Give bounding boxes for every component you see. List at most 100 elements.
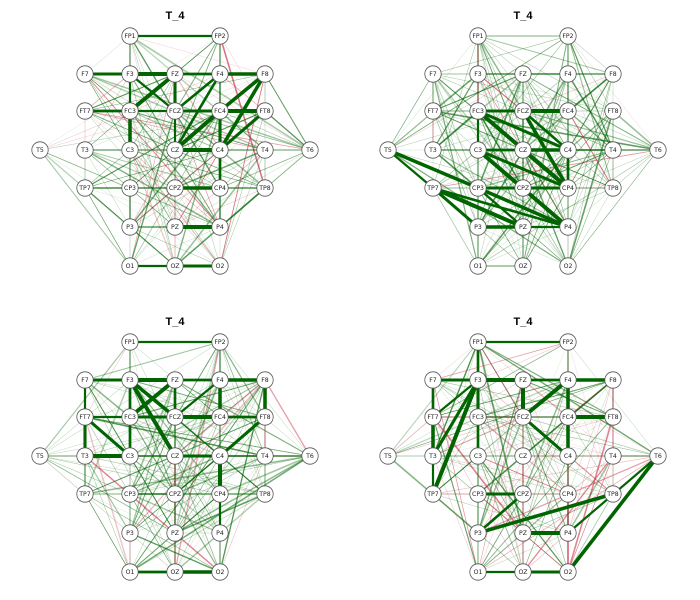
strong-edge-FZ-FC3 xyxy=(128,378,177,419)
electrode-node xyxy=(424,102,442,120)
edge-C3-TP7 xyxy=(432,149,479,189)
electrode-label: F3 xyxy=(126,71,134,78)
electrode-node xyxy=(604,65,622,83)
electrode-f8: F8 xyxy=(604,65,622,83)
electrode-label: FT8 xyxy=(607,414,618,421)
electrode-node xyxy=(31,141,49,159)
electrode-label: P3 xyxy=(474,530,482,537)
electrode-node xyxy=(649,447,667,465)
strong-edge-F3-TP7 xyxy=(431,379,480,495)
electrode-label: CP3 xyxy=(472,185,484,192)
electrode-tp7: TP7 xyxy=(424,485,442,503)
edge-F3-FT7 xyxy=(84,73,131,112)
edge-FC4-T3 xyxy=(84,416,221,457)
electrode-p4: P4 xyxy=(211,218,229,236)
electrode-t4: T4 xyxy=(256,447,274,465)
electrode-node xyxy=(76,102,94,120)
electrode-node xyxy=(211,333,229,351)
electrode-cp3: CP3 xyxy=(469,485,487,503)
electrode-node xyxy=(649,141,667,159)
electrode-f3: F3 xyxy=(121,65,139,83)
electrode-label: TP8 xyxy=(606,491,619,498)
electrode-fc3: FC3 xyxy=(121,102,139,120)
edge-T6-CP4 xyxy=(219,149,311,189)
electrode-node xyxy=(559,27,577,45)
electrode-node xyxy=(256,179,274,197)
electrode-node xyxy=(166,257,184,275)
electrode-node xyxy=(559,447,577,465)
electrode-label: FCZ xyxy=(169,414,181,421)
electrode-node xyxy=(559,218,577,236)
electrode-node xyxy=(166,65,184,83)
edge-PZ-O2 xyxy=(522,226,569,267)
electrode-f3: F3 xyxy=(469,371,487,389)
electrode-label: FT7 xyxy=(427,108,438,115)
electrode-label: FC3 xyxy=(124,414,136,421)
edge-F8-O2 xyxy=(219,73,266,267)
edge-T5-TP7 xyxy=(39,455,86,495)
electrode-node xyxy=(256,485,274,503)
edge-FP2-F8 xyxy=(567,35,614,75)
electrode-label: T5 xyxy=(383,147,392,154)
edge-FZ-CP3 xyxy=(477,379,524,495)
node-layer: FP1 FP2 F7 F3 FZ F4 F8 FT7 FC3 FCZ FC4 FT8 T5 T3 C3 CZ C… xyxy=(31,333,319,581)
edge-P3-O2 xyxy=(129,532,221,573)
edge-FP2-F7 xyxy=(432,341,569,381)
electrode-node xyxy=(76,141,94,159)
electrode-label: T3 xyxy=(428,453,437,460)
electrode-oz: OZ xyxy=(166,563,184,581)
edge-P4-O1 xyxy=(477,532,569,573)
electrode-node xyxy=(211,141,229,159)
edge-FCZ-C3 xyxy=(477,416,524,457)
electrode-fp2: FP2 xyxy=(559,27,577,45)
edge-TP8-O2 xyxy=(567,187,614,267)
strong-edge-F4-FCZ xyxy=(174,379,221,418)
electrode-node xyxy=(469,408,487,426)
strong-edge-FC4-CZ xyxy=(173,109,222,152)
electrode-fc4: FC4 xyxy=(211,102,229,120)
edge-TP8-PZ xyxy=(522,493,614,534)
electrode-label: CZ xyxy=(171,453,180,460)
electrode-node xyxy=(469,27,487,45)
electrode-label: TP8 xyxy=(606,185,619,192)
electrode-pz: PZ xyxy=(166,218,184,236)
electrode-node xyxy=(256,141,274,159)
electrode-label: CP3 xyxy=(472,491,484,498)
electrode-cp3: CP3 xyxy=(469,179,487,197)
electrode-node xyxy=(76,371,94,389)
edge-FT8-T3 xyxy=(432,416,614,457)
edge-T6-OZ xyxy=(174,149,311,267)
edge-TP7-O1 xyxy=(84,493,131,573)
electrode-label: O2 xyxy=(216,569,225,576)
electrode-node xyxy=(514,257,532,275)
electrode-label: OZ xyxy=(170,569,179,576)
electrode-node xyxy=(514,102,532,120)
electrode-p4: P4 xyxy=(211,524,229,542)
edge-FP1-F7 xyxy=(432,341,479,381)
edge-FZ-CP3 xyxy=(129,73,176,189)
electrode-f7: F7 xyxy=(76,65,94,83)
electrode-node xyxy=(379,447,397,465)
edge-T6-TP7 xyxy=(432,455,659,495)
electrode-label: CPZ xyxy=(169,185,181,192)
electrode-node xyxy=(256,65,274,83)
electrode-oz: OZ xyxy=(166,257,184,275)
electrode-node xyxy=(559,485,577,503)
electrode-label: F8 xyxy=(609,71,617,78)
electrode-label: FT8 xyxy=(259,414,270,421)
edge-F8-T5 xyxy=(387,379,614,457)
electrode-label: CZ xyxy=(519,147,528,154)
electrode-label: T5 xyxy=(35,453,44,460)
electrode-t4: T4 xyxy=(256,141,274,159)
edge-FC4-C3 xyxy=(129,416,221,457)
electrode-label: FP1 xyxy=(472,33,483,40)
electrode-label: C4 xyxy=(564,453,572,460)
electrode-label: F7 xyxy=(429,71,437,78)
electrode-node xyxy=(121,333,139,351)
electrode-label: F7 xyxy=(81,377,89,384)
electrode-node xyxy=(514,485,532,503)
electrode-label: CPZ xyxy=(169,491,181,498)
electrode-node xyxy=(469,141,487,159)
node-layer: FP1 FP2 F7 F3 FZ F4 F8 FT7 FC3 FCZ FC4 FT8 T5 T3 C3 CZ C… xyxy=(379,27,667,275)
